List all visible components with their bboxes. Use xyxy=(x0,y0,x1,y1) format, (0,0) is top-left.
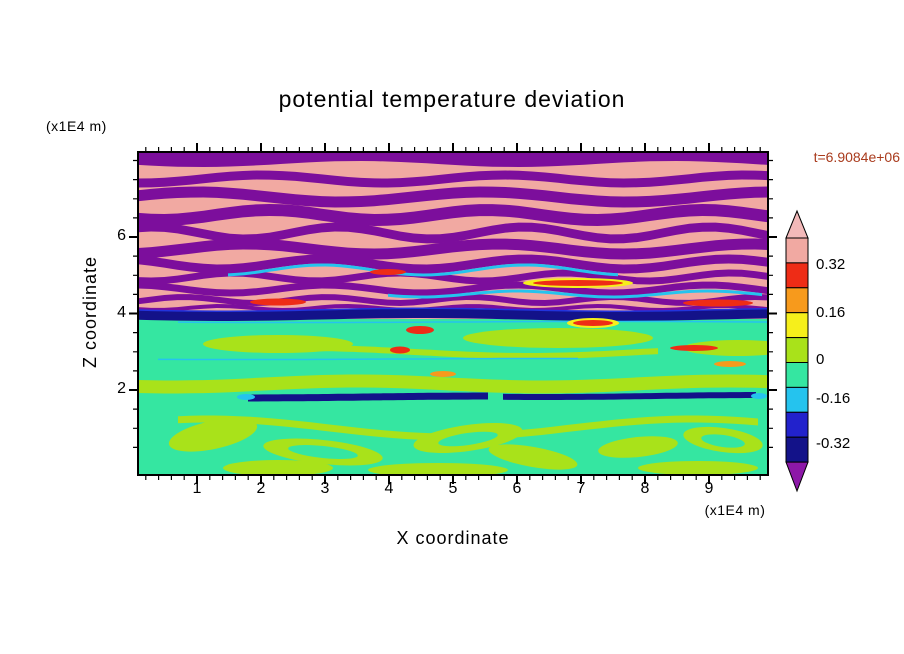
field-layer xyxy=(228,263,618,277)
x-tick-label: 2 xyxy=(256,480,266,497)
field-layer xyxy=(138,254,768,274)
field-layer xyxy=(138,204,768,226)
y-tick-label: 6 xyxy=(117,227,126,244)
x-tick-label: 7 xyxy=(576,480,586,497)
x-tick-label: 9 xyxy=(704,480,714,497)
field-layer xyxy=(138,281,768,297)
colorbar-tip-top xyxy=(785,209,809,239)
field-layer xyxy=(237,394,255,400)
field-layer xyxy=(203,335,353,353)
minor-ticks xyxy=(133,147,773,480)
x-tick-label: 5 xyxy=(448,480,458,497)
field-layer xyxy=(683,340,768,356)
colorbar-segment xyxy=(785,262,809,289)
field-layer xyxy=(368,463,508,475)
field-layer xyxy=(288,445,358,459)
field-layer xyxy=(751,393,767,399)
colorbar-segment xyxy=(785,337,809,363)
field-layer xyxy=(223,460,333,475)
field-layer xyxy=(248,392,488,402)
field-layer xyxy=(158,357,578,361)
field-layer xyxy=(138,374,768,394)
field-layer xyxy=(488,444,578,470)
plot-title: potential temperature deviation xyxy=(278,86,626,112)
field-layer xyxy=(406,326,434,334)
colorbar-label: 0.32 xyxy=(816,255,846,273)
colorbar-segment xyxy=(785,287,809,314)
x-tick-label: 8 xyxy=(640,480,650,497)
colorbar-label: -0.16 xyxy=(816,390,851,408)
field-layer xyxy=(598,436,678,458)
field-layer xyxy=(714,361,746,367)
field-layer xyxy=(430,371,456,377)
x-tick-label: 4 xyxy=(384,480,394,497)
field-layer xyxy=(503,392,756,400)
field-layer xyxy=(178,320,768,324)
field-layer xyxy=(370,269,406,275)
x-tick-label: 3 xyxy=(320,480,330,497)
colorbar-segment xyxy=(785,411,809,438)
colorbar-segment xyxy=(785,386,809,413)
colorbar-label: 0.16 xyxy=(816,304,846,322)
field-layer xyxy=(683,299,753,307)
field-layer xyxy=(138,170,768,188)
field-layer xyxy=(670,345,718,351)
colorbar-label: 0 xyxy=(816,351,825,369)
y-tick-label: 4 xyxy=(117,303,126,321)
y-axis-unit: (x1E4 m) xyxy=(46,118,107,134)
major-ticks xyxy=(129,143,777,484)
field-layer xyxy=(138,309,768,321)
field-layer xyxy=(533,280,623,286)
colorbar-tip-bottom xyxy=(785,461,809,493)
colorbar xyxy=(785,209,809,493)
colorbar-segment xyxy=(785,312,809,339)
colorbar-segment xyxy=(785,362,809,388)
field-layer xyxy=(250,298,306,306)
field-layer xyxy=(388,289,762,299)
colorbar-segment xyxy=(785,436,809,463)
y-tick-label: 2 xyxy=(117,380,126,397)
field-layer xyxy=(138,238,768,260)
field-layer xyxy=(390,346,410,354)
x-axis-label: X coordinate xyxy=(396,528,510,548)
field-layer xyxy=(438,431,498,447)
field-layer xyxy=(701,434,745,448)
colorbar-segment xyxy=(785,237,809,264)
colorbar-label: -0.32 xyxy=(816,435,851,453)
field-layer xyxy=(463,328,653,348)
field-layer xyxy=(638,461,758,475)
x-tick-label: 6 xyxy=(512,480,522,497)
field-layer xyxy=(178,415,758,441)
time-label: t=6.9084e+06 xyxy=(813,149,900,165)
x-tick-label: 1 xyxy=(192,480,202,497)
field-layer xyxy=(138,152,768,167)
field-layer xyxy=(138,186,768,208)
field-layer xyxy=(138,222,768,244)
x-axis-unit: (x1E4 m) xyxy=(704,502,766,518)
contour-field xyxy=(138,152,768,475)
field-layer xyxy=(168,418,258,452)
field-layer xyxy=(573,320,613,326)
contour-plot xyxy=(129,143,777,484)
